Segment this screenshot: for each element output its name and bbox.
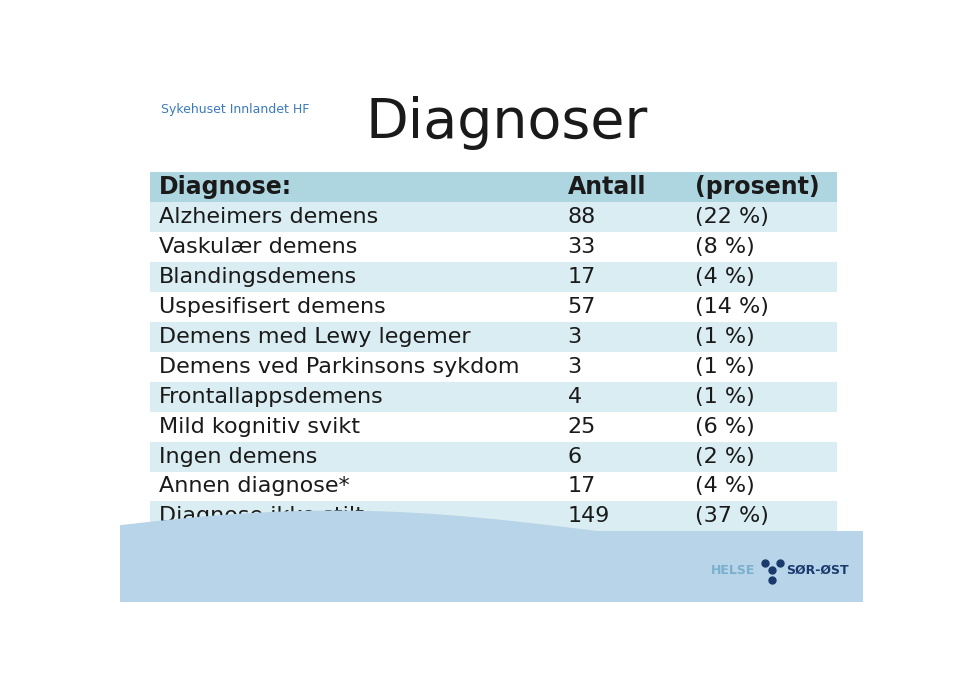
Bar xyxy=(150,412,559,441)
Text: Diagnose:: Diagnose: xyxy=(158,175,292,199)
Text: Demens med Lewy legemer: Demens med Lewy legemer xyxy=(158,327,470,347)
Text: Sykehuset Innlandet HF: Sykehuset Innlandet HF xyxy=(161,103,309,116)
Text: 17: 17 xyxy=(568,267,596,287)
Bar xyxy=(559,441,686,472)
Text: 33: 33 xyxy=(568,237,596,257)
Text: HELSE: HELSE xyxy=(711,564,755,577)
Text: Diagnose ikke stilt: Diagnose ikke stilt xyxy=(158,506,363,527)
Text: Frontallappsdemens: Frontallappsdemens xyxy=(158,387,384,407)
Text: (37 %): (37 %) xyxy=(694,506,768,527)
Text: 3: 3 xyxy=(568,357,582,377)
Text: 149: 149 xyxy=(568,506,610,527)
Bar xyxy=(150,262,559,292)
Bar xyxy=(150,202,559,232)
Bar xyxy=(559,352,686,382)
Bar xyxy=(686,441,837,472)
Text: Demens ved Parkinsons sykdom: Demens ved Parkinsons sykdom xyxy=(158,357,519,377)
Text: 6: 6 xyxy=(568,447,582,466)
Text: Alzheimers demens: Alzheimers demens xyxy=(158,207,378,227)
Text: (4 %): (4 %) xyxy=(694,477,755,496)
Text: (2 %): (2 %) xyxy=(694,447,755,466)
Bar xyxy=(559,502,686,531)
Bar xyxy=(150,322,559,352)
Bar xyxy=(686,172,837,202)
Bar xyxy=(559,412,686,441)
Text: 88: 88 xyxy=(568,207,596,227)
Bar xyxy=(150,472,559,502)
Bar xyxy=(559,472,686,502)
Bar xyxy=(150,232,559,262)
Text: (8 %): (8 %) xyxy=(694,237,755,257)
Text: SØR-ØST: SØR-ØST xyxy=(786,564,849,577)
Text: Diagnoser: Diagnoser xyxy=(365,96,647,150)
Bar xyxy=(686,382,837,412)
Text: (14 %): (14 %) xyxy=(694,297,768,317)
Bar xyxy=(686,292,837,322)
Text: Annen diagnose*: Annen diagnose* xyxy=(158,477,349,496)
Text: 4: 4 xyxy=(568,387,582,407)
Text: (22 %): (22 %) xyxy=(694,207,768,227)
Bar xyxy=(150,172,559,202)
Text: Mild kognitiv svikt: Mild kognitiv svikt xyxy=(158,416,360,437)
Bar xyxy=(150,441,559,472)
Text: (6 %): (6 %) xyxy=(694,416,755,437)
Text: Antall: Antall xyxy=(568,175,646,199)
Text: Vaskulær demens: Vaskulær demens xyxy=(158,237,357,257)
Bar xyxy=(686,352,837,382)
Text: (1 %): (1 %) xyxy=(694,327,755,347)
Bar xyxy=(559,202,686,232)
Bar xyxy=(120,531,863,602)
Bar xyxy=(150,382,559,412)
Bar xyxy=(686,232,837,262)
Text: (1 %): (1 %) xyxy=(694,387,755,407)
Bar xyxy=(559,172,686,202)
Bar xyxy=(686,322,837,352)
Text: 57: 57 xyxy=(568,297,596,317)
Bar xyxy=(150,352,559,382)
Bar xyxy=(559,322,686,352)
Text: (prosent): (prosent) xyxy=(694,175,819,199)
Bar xyxy=(559,382,686,412)
Text: 17: 17 xyxy=(568,477,596,496)
Bar xyxy=(559,232,686,262)
Bar xyxy=(686,502,837,531)
Polygon shape xyxy=(120,510,863,552)
Text: Uspesifisert demens: Uspesifisert demens xyxy=(158,297,386,317)
Bar xyxy=(686,262,837,292)
Bar xyxy=(150,292,559,322)
Text: 25: 25 xyxy=(568,416,596,437)
Bar xyxy=(559,292,686,322)
Bar xyxy=(559,262,686,292)
Text: 3: 3 xyxy=(568,327,582,347)
Bar xyxy=(686,412,837,441)
Text: Blandingsdemens: Blandingsdemens xyxy=(158,267,357,287)
Bar xyxy=(686,472,837,502)
Bar xyxy=(686,202,837,232)
Bar xyxy=(150,502,559,531)
Text: (1 %): (1 %) xyxy=(694,357,755,377)
Text: (4 %): (4 %) xyxy=(694,267,755,287)
Text: Ingen demens: Ingen demens xyxy=(158,447,316,466)
